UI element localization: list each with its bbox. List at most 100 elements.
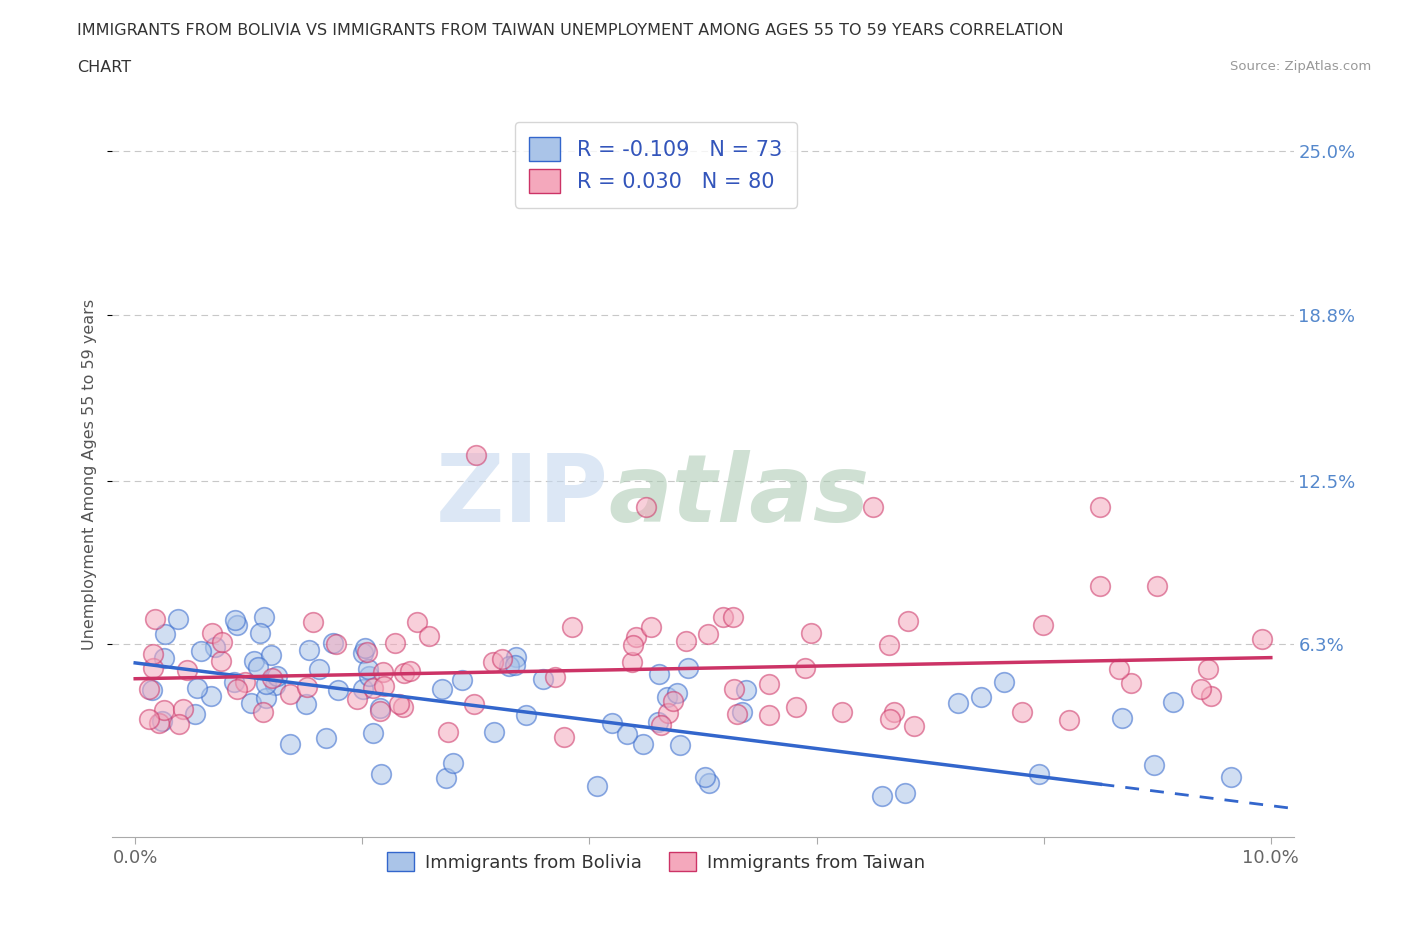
Point bbox=[222, 675, 245, 690]
Point bbox=[1090, 499, 1112, 514]
Point bbox=[260, 647, 283, 662]
Point bbox=[877, 637, 900, 652]
Point bbox=[176, 662, 198, 677]
Point bbox=[883, 704, 905, 719]
Legend: Immigrants from Bolivia, Immigrants from Taiwan: Immigrants from Bolivia, Immigrants from… bbox=[380, 844, 932, 879]
Point bbox=[357, 669, 380, 684]
Point bbox=[266, 668, 288, 683]
Point bbox=[226, 618, 249, 632]
Point bbox=[138, 681, 160, 696]
Point bbox=[793, 660, 815, 675]
Point bbox=[657, 690, 679, 705]
Point bbox=[354, 641, 377, 656]
Point bbox=[586, 778, 609, 793]
Point bbox=[636, 499, 658, 514]
Point bbox=[948, 696, 970, 711]
Point bbox=[515, 708, 537, 723]
Point bbox=[544, 670, 567, 684]
Point bbox=[650, 718, 672, 733]
Point bbox=[373, 679, 395, 694]
Point bbox=[1028, 766, 1050, 781]
Point bbox=[721, 610, 744, 625]
Point bbox=[1146, 579, 1168, 594]
Point bbox=[388, 697, 411, 711]
Point bbox=[356, 644, 378, 659]
Point bbox=[224, 613, 246, 628]
Point bbox=[491, 652, 513, 667]
Point bbox=[315, 730, 337, 745]
Point bbox=[252, 705, 274, 720]
Point bbox=[665, 686, 688, 701]
Point bbox=[346, 691, 368, 706]
Point bbox=[785, 699, 807, 714]
Point bbox=[870, 789, 893, 804]
Point bbox=[247, 659, 270, 674]
Point bbox=[1032, 618, 1054, 632]
Point bbox=[1197, 662, 1219, 677]
Y-axis label: Unemployment Among Ages 55 to 59 years: Unemployment Among Ages 55 to 59 years bbox=[82, 299, 97, 650]
Point bbox=[464, 447, 486, 462]
Point bbox=[143, 612, 166, 627]
Point bbox=[1108, 661, 1130, 676]
Point bbox=[295, 697, 318, 711]
Text: atlas: atlas bbox=[609, 450, 870, 542]
Point bbox=[450, 672, 472, 687]
Point bbox=[1011, 705, 1033, 720]
Point bbox=[1119, 676, 1142, 691]
Point bbox=[225, 682, 247, 697]
Point bbox=[441, 755, 464, 770]
Point bbox=[278, 737, 301, 752]
Text: IMMIGRANTS FROM BOLIVIA VS IMMIGRANTS FROM TAIWAN UNEMPLOYMENT AMONG AGES 55 TO : IMMIGRANTS FROM BOLIVIA VS IMMIGRANTS FR… bbox=[77, 23, 1064, 38]
Point bbox=[301, 615, 323, 630]
Point bbox=[297, 643, 319, 658]
Point bbox=[297, 679, 319, 694]
Point bbox=[993, 674, 1015, 689]
Point bbox=[204, 640, 226, 655]
Point bbox=[616, 726, 638, 741]
Point bbox=[561, 619, 583, 634]
Point bbox=[200, 688, 222, 703]
Point bbox=[482, 654, 505, 669]
Point bbox=[482, 725, 505, 740]
Point bbox=[370, 766, 392, 781]
Point bbox=[169, 717, 191, 732]
Point bbox=[430, 682, 453, 697]
Point bbox=[399, 664, 422, 679]
Point bbox=[353, 682, 375, 697]
Point bbox=[142, 660, 165, 675]
Point bbox=[271, 91, 294, 106]
Point bbox=[1057, 713, 1080, 728]
Point bbox=[693, 770, 716, 785]
Point bbox=[254, 677, 277, 692]
Point bbox=[148, 715, 170, 730]
Point bbox=[657, 705, 679, 720]
Point bbox=[142, 647, 165, 662]
Point bbox=[711, 609, 734, 624]
Point bbox=[897, 614, 920, 629]
Point bbox=[233, 674, 256, 689]
Point bbox=[463, 697, 485, 711]
Point bbox=[240, 696, 263, 711]
Point bbox=[211, 635, 233, 650]
Point bbox=[631, 737, 654, 751]
Point bbox=[406, 615, 429, 630]
Point bbox=[697, 776, 720, 790]
Point bbox=[505, 650, 527, 665]
Point bbox=[357, 661, 380, 676]
Point bbox=[831, 705, 853, 720]
Point bbox=[153, 702, 176, 717]
Point bbox=[800, 626, 823, 641]
Point bbox=[758, 708, 780, 723]
Point bbox=[167, 611, 190, 626]
Point bbox=[1199, 689, 1222, 704]
Point bbox=[201, 626, 224, 641]
Point bbox=[731, 705, 754, 720]
Point bbox=[138, 711, 160, 726]
Point bbox=[260, 671, 283, 685]
Point bbox=[436, 724, 458, 739]
Point bbox=[190, 644, 212, 658]
Point bbox=[725, 706, 748, 721]
Point bbox=[1189, 682, 1212, 697]
Point bbox=[723, 682, 745, 697]
Text: ZIP: ZIP bbox=[436, 450, 609, 542]
